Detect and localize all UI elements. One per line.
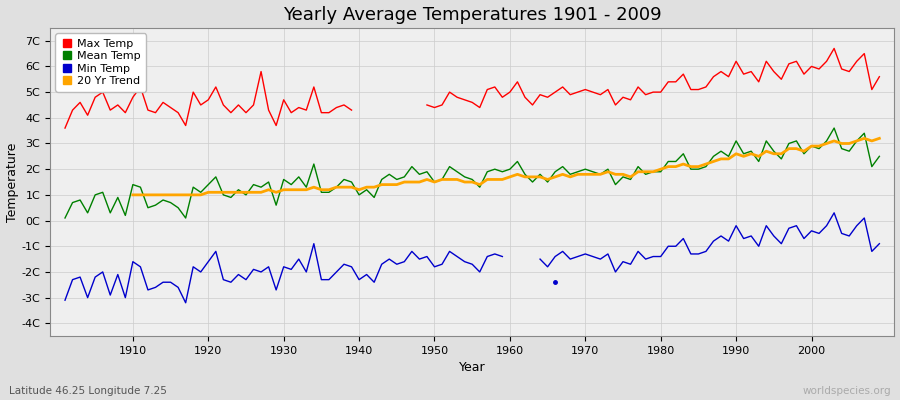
Text: Latitude 46.25 Longitude 7.25: Latitude 46.25 Longitude 7.25	[9, 386, 166, 396]
Text: worldspecies.org: worldspecies.org	[803, 386, 891, 396]
Y-axis label: Temperature: Temperature	[5, 142, 19, 222]
Legend: Max Temp, Mean Temp, Min Temp, 20 Yr Trend: Max Temp, Mean Temp, Min Temp, 20 Yr Tre…	[56, 34, 146, 92]
X-axis label: Year: Year	[459, 362, 485, 374]
Title: Yearly Average Temperatures 1901 - 2009: Yearly Average Temperatures 1901 - 2009	[283, 6, 662, 24]
